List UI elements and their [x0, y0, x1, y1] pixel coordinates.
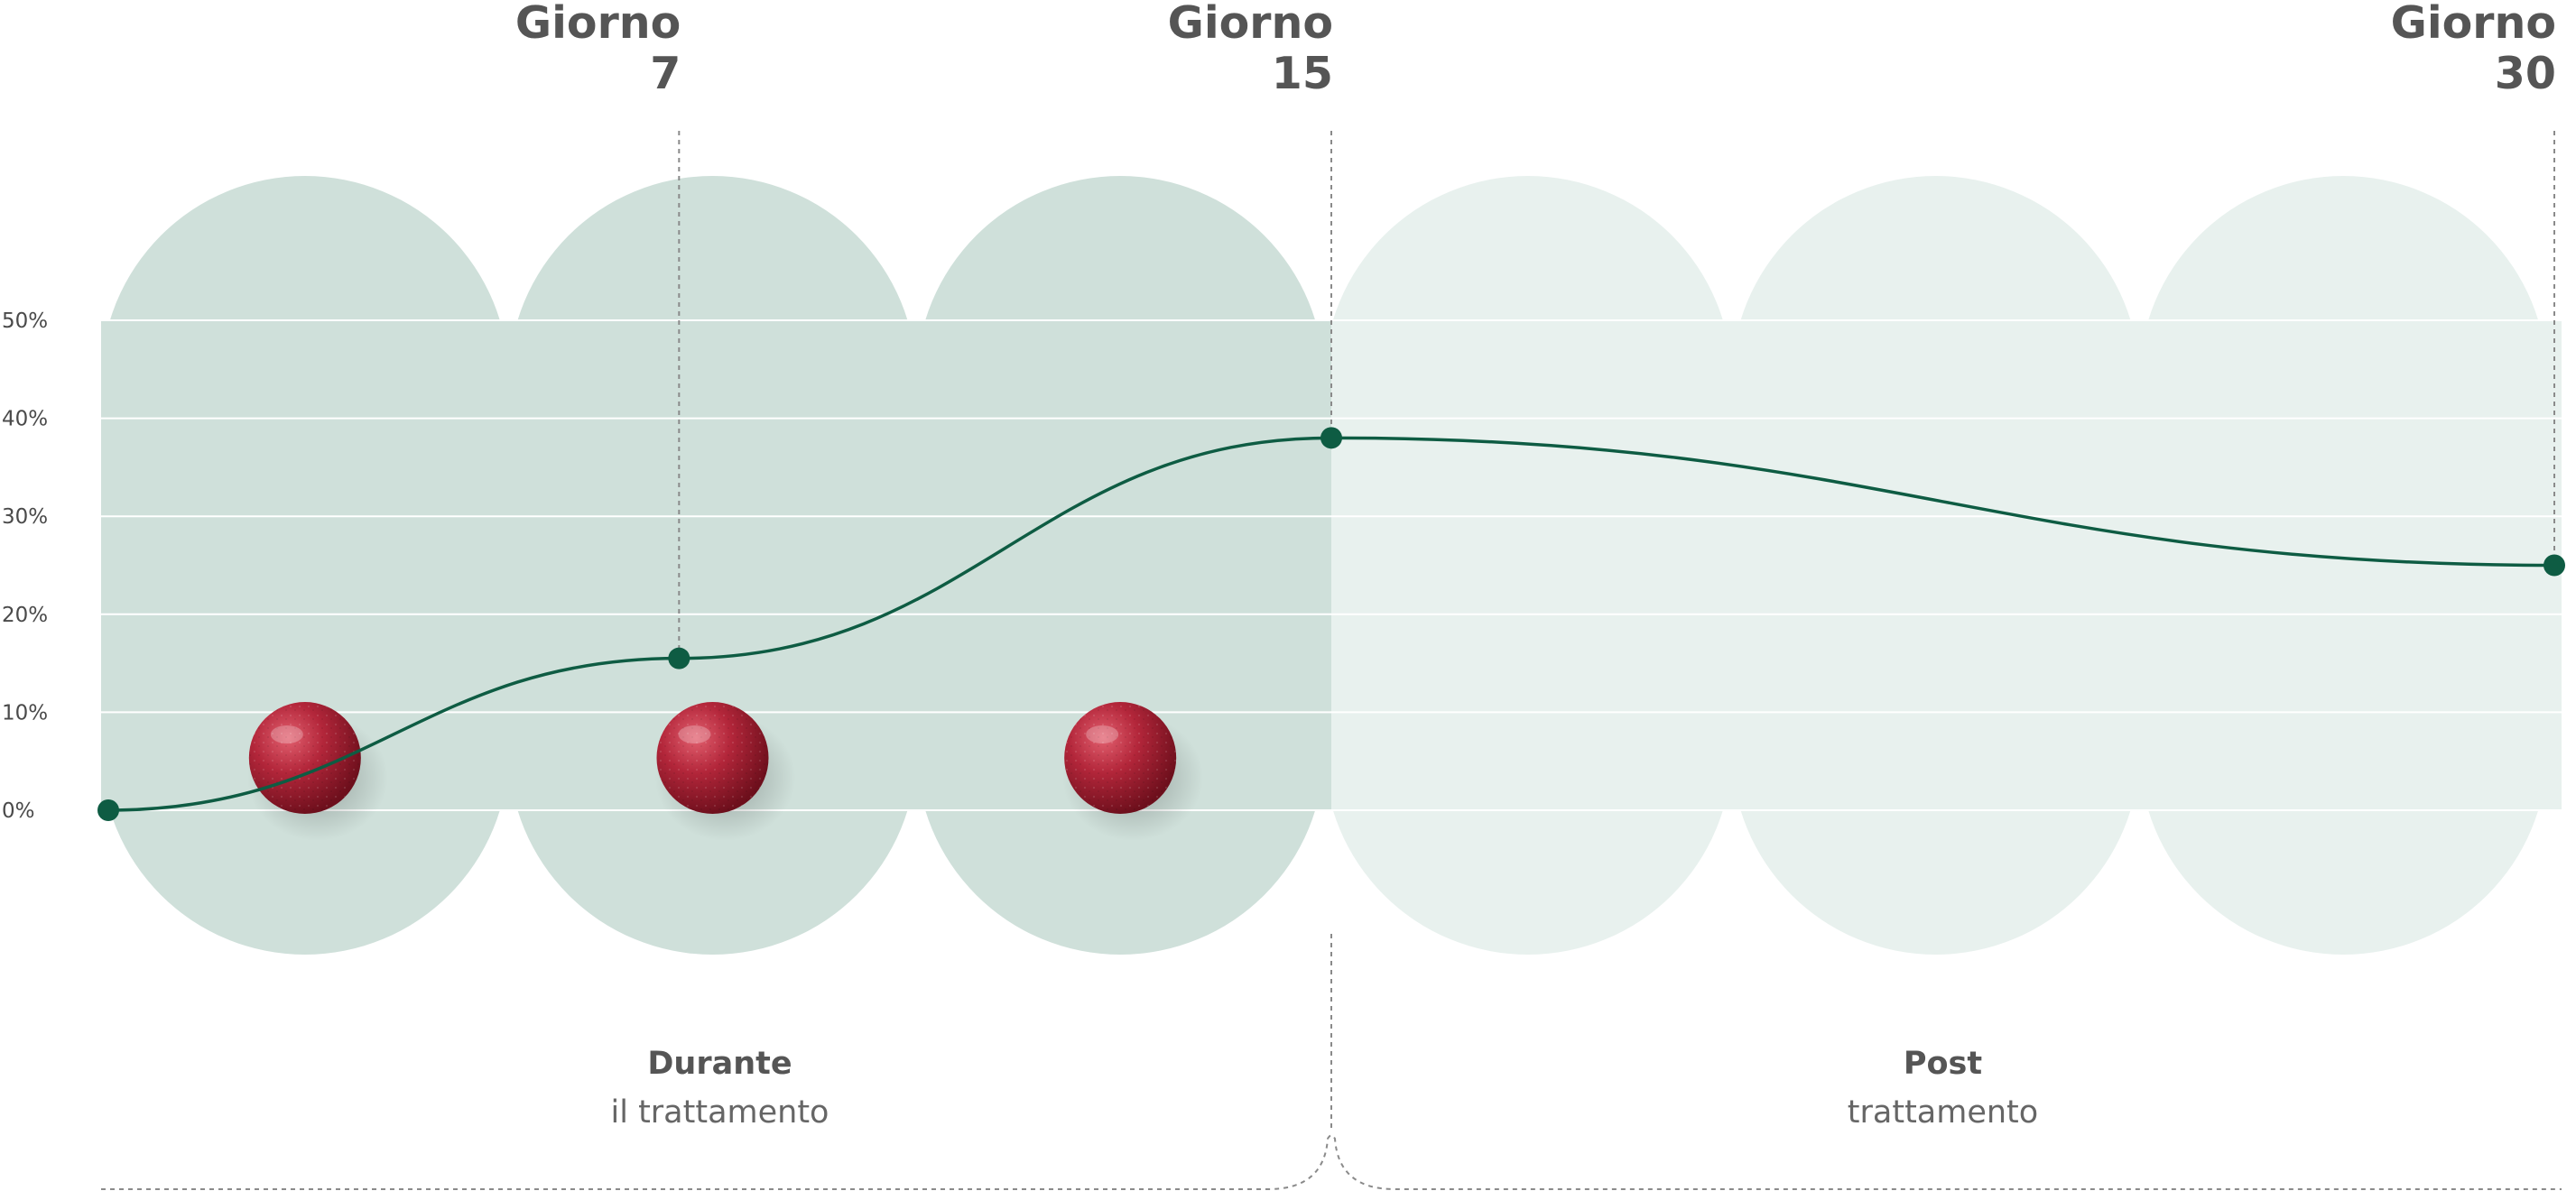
gummy-texture [1064, 702, 1177, 814]
series-layer [97, 427, 2565, 821]
data-point [1320, 427, 1342, 449]
day-label-number: 7 [650, 48, 681, 99]
phase-brace-line [101, 1134, 2562, 1190]
phase-title: Durante [647, 1046, 792, 1082]
data-point [2544, 554, 2565, 577]
phase-labels: Durante il trattamento Post trattamento [611, 1046, 2039, 1131]
day-label-number: 30 [2495, 48, 2556, 99]
phase-blocks [101, 176, 2562, 956]
gridlines [101, 319, 2562, 811]
gummy-texture [656, 702, 769, 814]
day-label-word: Giorno [1168, 0, 1333, 49]
data-point [97, 799, 119, 821]
gummy-texture [248, 702, 361, 814]
post-band [1331, 320, 2562, 810]
y-tick-label: 20% [2, 604, 48, 627]
day-label-word: Giorno [515, 0, 681, 49]
y-tick-label: 30% [2, 505, 48, 529]
day-label-word: Giorno [2391, 0, 2556, 49]
capsule-icons [246, 702, 1204, 841]
phase-subtitle: il trattamento [611, 1094, 829, 1131]
phase-brace [101, 1134, 2562, 1190]
data-point [668, 647, 690, 669]
gummy-highlight [678, 725, 711, 743]
gummy-highlight [1086, 725, 1119, 743]
phase-subtitle: trattamento [1848, 1094, 2038, 1131]
y-tick-label: 0% [2, 799, 35, 823]
day-label-number: 15 [1272, 48, 1333, 99]
y-axis-ticks: 0% 10% 20% 30% 40% 50% [2, 309, 48, 823]
series-line [107, 436, 2555, 812]
gummy-highlight [270, 725, 303, 743]
y-tick-label: 10% [2, 701, 48, 725]
y-tick-label: 40% [2, 408, 48, 431]
phase-title: Post [1904, 1046, 1982, 1082]
day-guide-lines [678, 131, 2555, 1128]
y-tick-label: 50% [2, 309, 48, 333]
